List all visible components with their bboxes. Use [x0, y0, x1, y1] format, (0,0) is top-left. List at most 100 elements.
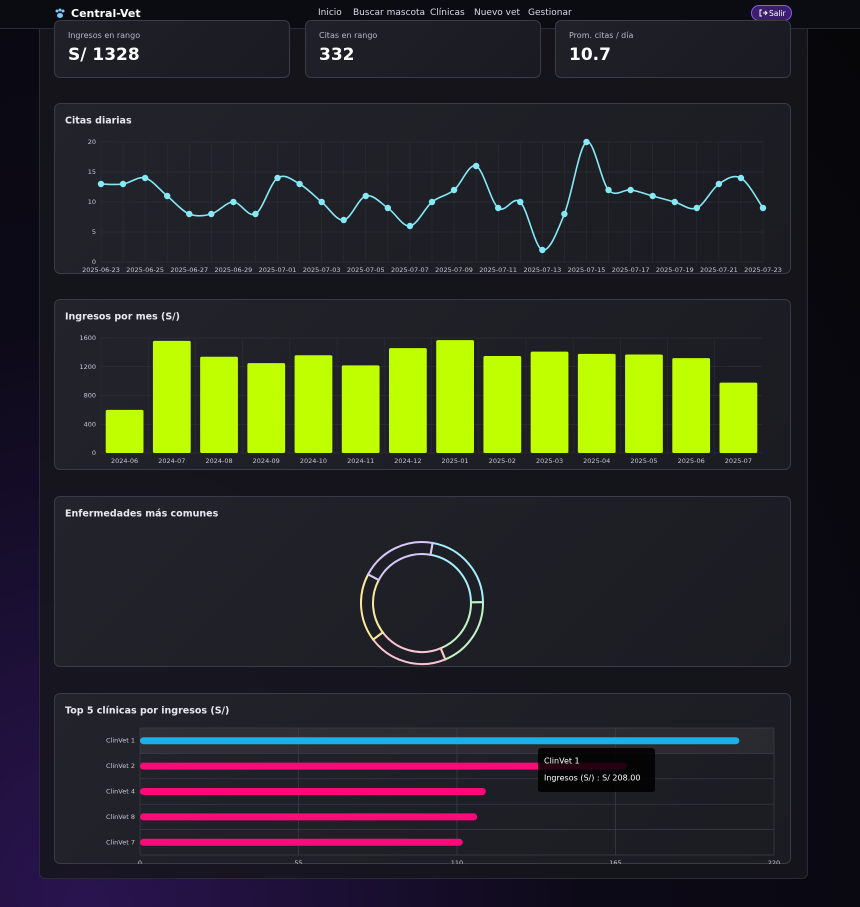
logo-icon: [55, 8, 65, 18]
x-tick-label: 55: [294, 859, 302, 864]
bar: [140, 737, 740, 745]
y-tick-label: 5: [92, 228, 96, 236]
brand[interactable]: Central-Vet: [71, 7, 141, 20]
x-tick-label: 110: [451, 859, 463, 864]
point: [384, 204, 392, 212]
point: [517, 198, 524, 206]
bar: [140, 838, 463, 846]
doughnut-segment: [360, 573, 385, 641]
bar: [140, 813, 478, 821]
stat-label: Ingresos en rango: [68, 31, 141, 40]
point: [715, 180, 723, 188]
nav-link[interactable]: Gestionar: [528, 8, 572, 18]
stat-value: S/ 1328: [68, 45, 140, 65]
x-tick-label: 2024-06: [111, 457, 138, 465]
y-tick-label: 1600: [79, 334, 96, 342]
bar: [625, 354, 663, 453]
stat-label: Citas en rango: [319, 31, 378, 40]
x-tick-label: 2025-03: [536, 457, 563, 465]
point: [428, 198, 436, 206]
chart-title: Top 5 clínicas por ingresos (S/): [65, 706, 229, 717]
nav-link[interactable]: Nuevo vet: [474, 8, 521, 18]
x-tick-label: 2024-07: [158, 457, 185, 465]
stat-card: Prom. citas / día 10.7: [555, 20, 791, 78]
x-tick-label: 2025-07-23: [744, 266, 782, 274]
bar: [140, 788, 486, 795]
point: [649, 192, 656, 200]
nav-link[interactable]: Inicio: [318, 8, 342, 18]
point: [318, 198, 325, 206]
x-tick-label: 0: [138, 859, 142, 864]
point: [208, 210, 215, 218]
stat-card: Citas en rango 332: [305, 20, 541, 78]
point: [296, 180, 303, 188]
point: [406, 222, 414, 230]
point: [495, 204, 502, 212]
x-tick-label: 2025-07-05: [347, 266, 385, 274]
tooltip-label: Ingresos (S/) : S/ 208.00: [544, 774, 640, 783]
point: [627, 186, 634, 194]
bar: [152, 340, 191, 453]
y-tick-label: ClinVet 2: [106, 762, 135, 770]
x-tick-label: 220: [768, 859, 780, 864]
point: [186, 210, 193, 218]
y-tick-label: ClinVet 4: [106, 788, 135, 796]
logout-button[interactable]: Salir: [751, 5, 792, 21]
bar: [341, 365, 380, 453]
x-tick-label: 2024-11: [347, 457, 374, 465]
x-tick-label: 2025-04: [583, 457, 610, 465]
y-tick-label: ClinVet 8: [106, 813, 135, 821]
bar: [140, 762, 628, 770]
x-tick-label: 2025-06: [678, 457, 705, 465]
chart: Ingresos por mes (S/) 0 400 800 1200 1600 2024…: [65, 312, 762, 465]
x-tick-label: 2024-12: [394, 457, 421, 465]
y-tick-label: 10: [88, 198, 96, 206]
bar: [577, 353, 616, 453]
nav-link[interactable]: Buscar mascota: [353, 8, 426, 18]
tooltip: [538, 748, 655, 792]
point: [230, 198, 237, 206]
bar: [483, 355, 522, 453]
point: [274, 174, 281, 182]
bar: [719, 382, 758, 453]
point: [141, 174, 149, 182]
x-tick-label: 2025-06-29: [215, 266, 253, 274]
doughnut-segment: [371, 630, 447, 665]
chart: Top 5 clínicas por ingresos (S/) 0 55 110 16…: [65, 706, 780, 865]
logout-label: Salir: [769, 9, 786, 18]
point: [583, 138, 590, 146]
point: [450, 186, 458, 194]
stat-value: 10.7: [569, 45, 611, 65]
stat-value: 332: [319, 45, 355, 65]
bar: [247, 363, 286, 453]
x-tick-label: 2025-07-21: [700, 266, 738, 274]
y-tick-label: 15: [88, 168, 96, 176]
point: [671, 198, 678, 206]
bar: [200, 356, 238, 453]
bar: [389, 348, 427, 453]
x-tick-label: 2025-07-03: [303, 266, 341, 274]
x-tick-label: 2025-07: [725, 457, 752, 465]
bar: [672, 358, 711, 453]
x-tick-label: 2025-07-17: [612, 266, 650, 274]
point: [539, 246, 546, 254]
chart-panel: Ingresos por mes (S/) 0 400 800 1200 1600 2024…: [54, 299, 791, 470]
x-tick-label: 165: [609, 859, 621, 864]
stat-label: Prom. citas / día: [569, 31, 634, 40]
chart-title: Citas diarias: [65, 116, 132, 127]
y-tick-label: 0: [92, 449, 96, 457]
x-tick-label: 2025-07-01: [259, 266, 297, 274]
x-tick-label: 2025-07-19: [656, 266, 694, 274]
nav-link[interactable]: Clínicas: [430, 8, 465, 18]
x-tick-label: 2025-06-27: [170, 266, 208, 274]
bar: [105, 409, 144, 453]
chart: Citas diarias 0 5 10 15 20 2025-06-23 2025-06-2…: [65, 116, 782, 275]
y-tick-label: 0: [92, 258, 96, 266]
x-tick-label: 2025-07-07: [391, 266, 429, 274]
bar: [530, 351, 569, 453]
x-tick-label: 2025-02: [489, 457, 516, 465]
x-tick-label: 2025-07-09: [435, 266, 473, 274]
x-tick-label: 2025-06-23: [82, 266, 120, 274]
chart-title: Enfermedades más comunes: [65, 509, 219, 520]
y-tick-label: 20: [88, 138, 96, 146]
